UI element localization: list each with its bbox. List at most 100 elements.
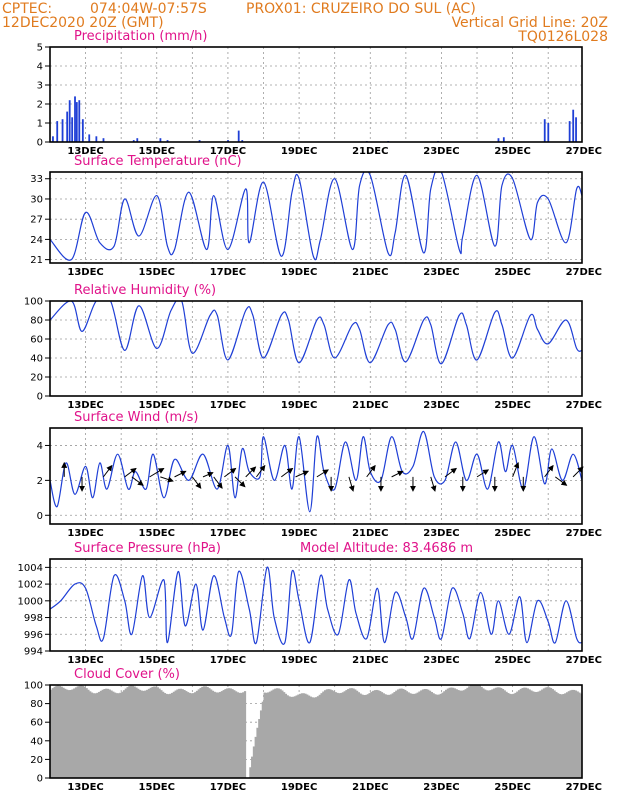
cloud-bar xyxy=(532,691,535,778)
cloud-bar xyxy=(453,688,457,778)
cloud-bar xyxy=(83,686,86,778)
y-tick-label: 1000 xyxy=(18,596,43,607)
wind-arrow xyxy=(202,471,214,478)
cloud-bar xyxy=(174,690,177,778)
cloud-bar xyxy=(555,691,558,778)
cloud-bar xyxy=(300,693,304,778)
wind-arrow xyxy=(295,470,310,478)
panel-3: Surface Wind (m/s) 0 2 4 13DEC 15DEC 17DEC 19DE… xyxy=(37,410,602,539)
cloud-bar xyxy=(279,689,282,778)
panel-title: Surface Wind (m/s) xyxy=(74,410,198,425)
cloud-bar xyxy=(181,689,184,778)
y-tick-label: 21 xyxy=(30,255,43,266)
x-tick-label: 15DEC xyxy=(139,267,175,278)
cloud-bar xyxy=(53,686,56,778)
wind-arrow xyxy=(444,467,457,478)
x-tick-label: 23DEC xyxy=(423,528,459,539)
cloud-bar xyxy=(117,693,120,778)
cloud-bar xyxy=(462,690,465,778)
x-tick-label: 19DEC xyxy=(281,146,317,157)
cloud-bar xyxy=(64,688,67,778)
cloud-bar xyxy=(144,690,147,778)
cloud-bar xyxy=(318,694,321,778)
cloud-bar xyxy=(103,688,106,778)
y-tick-label: 4 xyxy=(37,441,43,452)
cloud-bar xyxy=(391,693,394,778)
cloud-bar xyxy=(356,690,359,778)
x-tick-label: 27DEC xyxy=(566,146,602,157)
cloud-bar xyxy=(71,689,74,778)
cloud-bar xyxy=(416,692,419,778)
header-station: PROX01: CRUZEIRO DO SUL (AC) xyxy=(246,1,476,17)
cloud-bar xyxy=(316,696,320,778)
cloud-bar xyxy=(444,689,448,778)
cloud-bar xyxy=(195,690,199,778)
panel-title: Surface Pressure (hPa) xyxy=(74,541,221,556)
panel-4: Surface Pressure (hPa) Model Altitude: 83… xyxy=(18,541,602,666)
x-tick-label: 25DEC xyxy=(494,146,530,157)
cloud-bar xyxy=(546,687,549,778)
y-tick-label: 994 xyxy=(24,647,43,658)
cloud-bar xyxy=(85,688,88,778)
cloud-bar xyxy=(477,685,480,778)
cloud-bar xyxy=(233,690,236,778)
cloud-bar xyxy=(574,690,578,778)
y-tick-label: 0 xyxy=(37,138,43,149)
x-tick-label: 27DEC xyxy=(566,267,602,278)
cloud-bar xyxy=(352,688,355,778)
cloud-bar xyxy=(434,694,437,778)
x-tick-label: 13DEC xyxy=(67,400,103,411)
cloud-bar xyxy=(313,697,316,778)
x-tick-label: 17DEC xyxy=(210,528,246,539)
cloud-bar xyxy=(336,692,339,778)
y-tick-label: 2 xyxy=(37,476,43,487)
cloud-bar xyxy=(151,686,154,778)
y-tick-label: 40 xyxy=(30,354,43,365)
cloud-bar xyxy=(243,691,247,778)
cloud-bar xyxy=(290,696,293,778)
cloud-bar xyxy=(519,688,522,778)
cloud-bar xyxy=(331,690,334,778)
cloud-bar xyxy=(90,692,94,778)
cloud-bar xyxy=(206,687,209,778)
cloud-bar xyxy=(496,687,499,778)
cloud-bar xyxy=(73,688,76,778)
cloud-bar xyxy=(427,689,430,778)
cloud-bar xyxy=(480,686,483,778)
precip-bar xyxy=(575,117,577,142)
cloud-bar xyxy=(190,693,193,778)
wind-arrow xyxy=(245,466,257,478)
cloud-bar xyxy=(284,693,288,778)
x-tick-label: 13DEC xyxy=(67,528,103,539)
cloud-bar xyxy=(507,693,510,778)
cloud-bar xyxy=(74,687,78,778)
x-tick-label: 21DEC xyxy=(352,267,388,278)
cloud-bar xyxy=(441,692,444,778)
y-tick-label: 998 xyxy=(24,613,43,624)
precip-bar xyxy=(227,140,229,142)
cloud-bar xyxy=(389,694,393,778)
cloud-bar xyxy=(153,686,156,778)
cloud-bar xyxy=(523,687,526,778)
x-tick-label: 25DEC xyxy=(494,267,530,278)
cloud-bar xyxy=(489,690,492,778)
cloud-bar xyxy=(60,686,63,778)
precip-bar xyxy=(61,119,64,142)
cloud-bar xyxy=(98,691,101,778)
cloud-bar xyxy=(156,687,159,778)
cloud-bar xyxy=(514,692,517,778)
cloud-bar xyxy=(388,694,391,778)
cloud-bar xyxy=(457,690,460,778)
cloud-bar xyxy=(439,693,442,778)
cloud-bar xyxy=(131,685,135,778)
cloud-bar xyxy=(170,692,174,778)
x-tick-label: 23DEC xyxy=(423,655,459,666)
x-tick-label: 19DEC xyxy=(281,400,317,411)
cloud-bar xyxy=(322,691,325,778)
cloud-bar xyxy=(133,686,136,778)
header-code: TQ0126L028 xyxy=(517,29,608,45)
cloud-bar xyxy=(203,686,206,778)
cloud-bar xyxy=(482,688,485,778)
cloud-bar xyxy=(96,692,99,778)
